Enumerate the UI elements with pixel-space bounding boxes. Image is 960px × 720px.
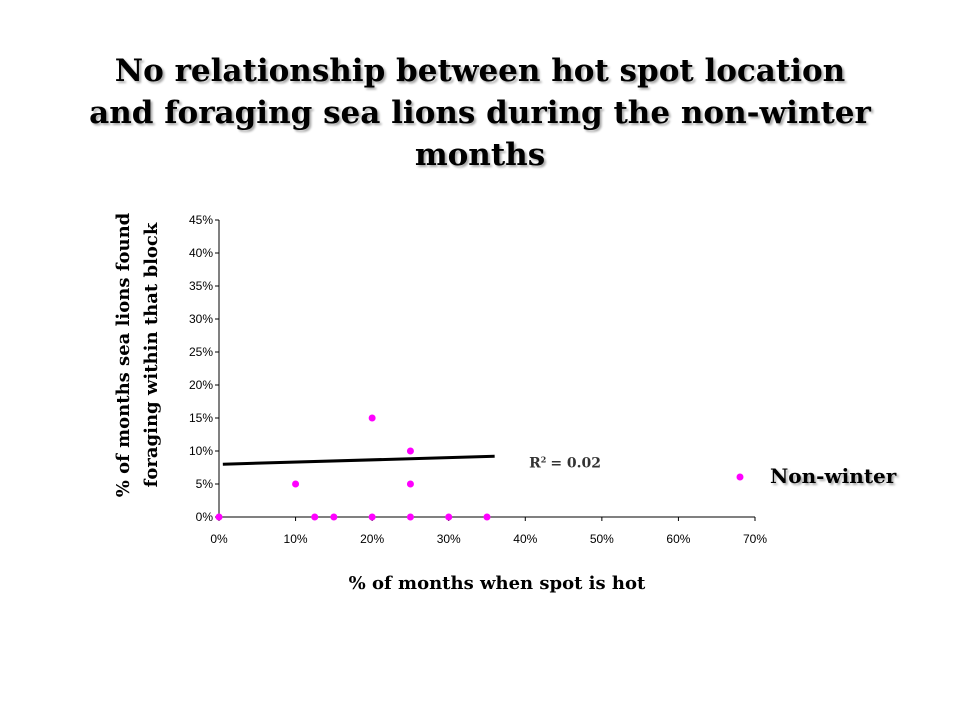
data-point (311, 513, 319, 521)
x-tick-label: 20% (360, 532, 384, 546)
data-point (445, 513, 453, 521)
x-tick-label: 50% (590, 532, 614, 546)
r-squared-label: R (529, 456, 541, 472)
r-squared-value: = 0.02 (550, 456, 601, 472)
data-point (483, 513, 491, 521)
legend-marker (736, 473, 744, 481)
r-squared-annotation: R2 = 0.02 (529, 455, 601, 472)
x-tick-label: 40% (513, 532, 537, 546)
data-point (406, 513, 414, 521)
data-point (292, 480, 300, 488)
y-axis-title-line-1: % of months sea lions found (113, 212, 134, 497)
data-point (368, 414, 376, 422)
x-tick-label: 0% (210, 532, 228, 546)
data-point (215, 513, 223, 521)
title-line-1: No relationship between hot spot locatio… (114, 53, 846, 89)
x-tick-label: 60% (666, 532, 690, 546)
trendline-group (222, 454, 495, 466)
x-axis-title: % of months when spot is hot (349, 573, 646, 594)
x-tick-label: 10% (284, 532, 308, 546)
r-squared-superscript: 2 (541, 455, 547, 465)
y-tick-label: 20% (189, 378, 213, 392)
chart-title: No relationship between hot spot locatio… (40, 50, 920, 176)
y-tick-label: 30% (189, 312, 213, 326)
data-point (406, 480, 414, 488)
trendline (222, 454, 495, 466)
y-axis-title: % of months sea lions found foraging wit… (113, 212, 162, 497)
points-group (215, 414, 491, 521)
title-line-3: months (414, 137, 546, 173)
y-tick-label: 35% (189, 279, 213, 293)
legend-label-non-winter: Non-winter (770, 464, 897, 488)
y-tick-label: 40% (189, 246, 213, 260)
data-point (406, 447, 414, 455)
x-tick-label: 30% (437, 532, 461, 546)
y-tick-label: 0% (196, 510, 214, 524)
title-line-2: and foraging sea lions during the non-wi… (89, 95, 871, 131)
y-tick-label: 5% (196, 477, 214, 491)
data-point (330, 513, 338, 521)
y-tick-label: 15% (189, 411, 213, 425)
y-tick-label: 10% (189, 444, 213, 458)
tick-group: 0% 5% 10% 15% 20% 25% 30% 35% 40% 45% 0% 10% 20% 30% 4… (189, 213, 767, 546)
y-tick-label: 25% (189, 345, 213, 359)
data-point (368, 513, 376, 521)
y-tick-label: 45% (189, 213, 213, 227)
x-tick-label: 70% (743, 532, 767, 546)
y-axis-title-line-2: foraging within that block (141, 222, 162, 487)
chart-axes (218, 220, 755, 518)
